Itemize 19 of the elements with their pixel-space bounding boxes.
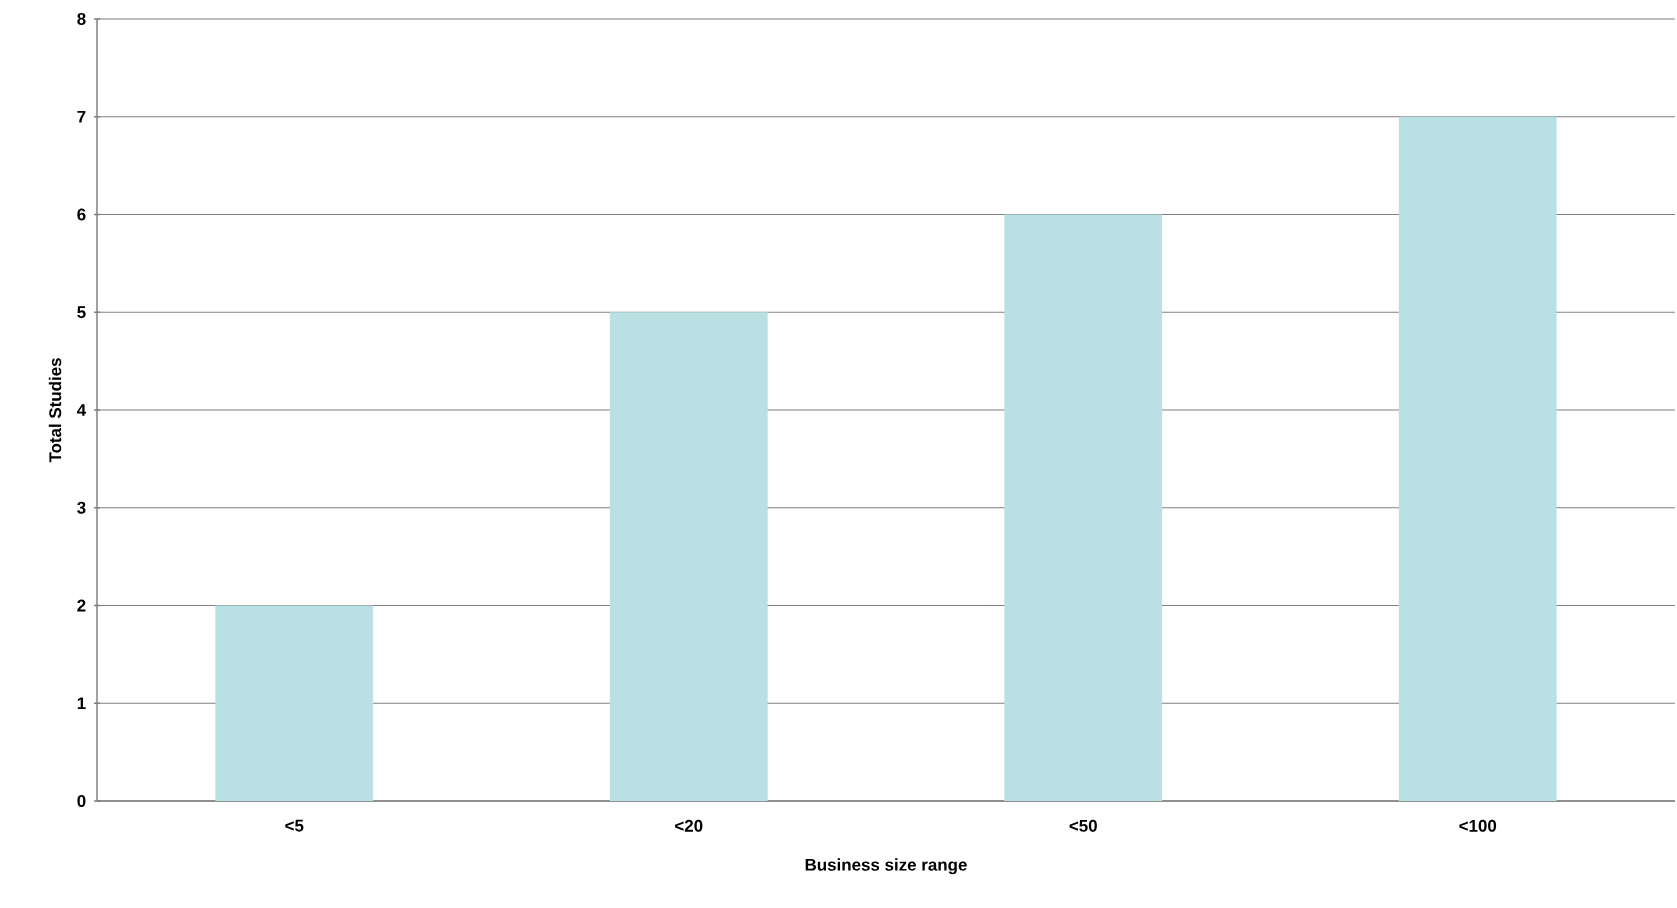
y-tick-label: 8: [77, 13, 86, 25]
y-tick-label: 0: [77, 795, 86, 807]
y-tick-label: 6: [77, 208, 86, 221]
x-tick-label: <20: [675, 819, 703, 832]
y-tick-label: 2: [77, 599, 86, 612]
y-tick-label: 4: [76, 404, 87, 416]
y-tick-label: 7: [77, 110, 86, 123]
bar: [609, 312, 768, 801]
x-axis-title: Business size range: [805, 858, 967, 875]
y-tick-label: 5: [77, 306, 86, 319]
y-tick-label: 3: [77, 501, 86, 514]
y-axis-title: Total Studies: [48, 358, 62, 463]
bar: [1398, 116, 1557, 801]
x-tick-label: <50: [1069, 819, 1097, 832]
x-tick-label: <100: [1459, 819, 1497, 832]
x-tick-label: <5: [285, 819, 304, 832]
y-tick-label: 1: [77, 697, 86, 710]
bar: [215, 605, 374, 801]
bar: [1004, 214, 1163, 801]
